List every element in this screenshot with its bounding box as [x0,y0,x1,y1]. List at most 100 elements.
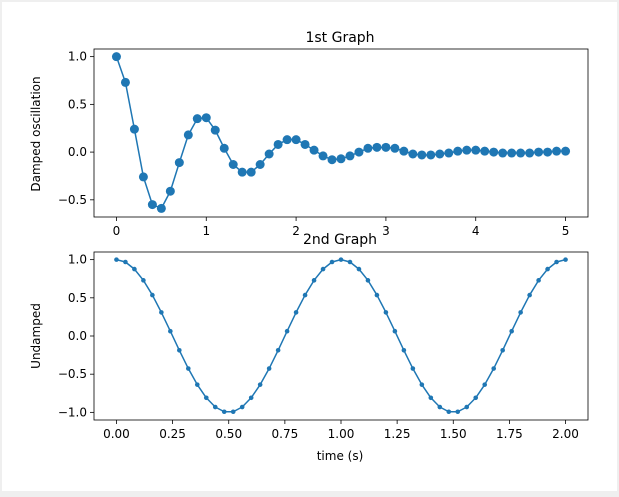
data-point [129,124,139,134]
data-point [257,382,263,387]
data-point [446,409,452,415]
data-point [390,143,400,153]
data-point [302,292,308,298]
x-tick-label: 0.00 [103,427,130,441]
x-tick-label: 1.25 [384,427,411,441]
data-point [408,149,418,159]
data-point [255,160,265,169]
y-tick-label: −0.5 [58,193,87,207]
data-point [275,347,281,353]
data-point [311,278,317,283]
data-point [419,382,425,387]
data-point [141,278,146,283]
data-point [527,292,532,298]
data-point [498,148,508,158]
data-point [462,145,472,155]
data-point [284,328,290,334]
data-point [365,278,371,283]
data-point [192,114,202,124]
data-point [230,409,236,415]
plot-area: 0.00 0.25 0.50 0.75 1.00 1.25 1.50 1.75 2.00 −1.0… [58,251,589,441]
x-tick-label: 4 [472,224,480,238]
data-point [138,172,148,182]
axes-frame [93,48,589,218]
y-tick-label: 0.0 [68,145,87,159]
data-point [489,147,499,157]
data-point [150,292,155,298]
x-tick-label: 0.50 [215,427,242,441]
data-point [554,259,559,265]
data-point [561,146,571,156]
data-point [399,146,409,156]
data-point [210,125,220,135]
data-point [473,395,479,401]
data-point [123,259,128,265]
data-point [453,146,463,156]
data-point [282,135,292,145]
data-point [246,167,256,177]
x-tick-label: 0.25 [159,427,186,441]
data-point [471,145,481,155]
data-point [327,155,337,165]
data-point [336,154,346,164]
data-point [318,151,328,161]
data-point [480,146,490,156]
data-point [338,257,344,262]
y-tick-label: −0.5 [58,367,87,381]
data-point [186,366,191,371]
x-tick-label: 5 [562,224,570,238]
data-point [516,148,526,158]
data-point [401,347,407,353]
data-point [111,52,121,62]
data-point [347,259,353,265]
data-point [426,150,436,160]
data-point [237,167,247,177]
data-point [156,203,166,213]
data-point [543,147,553,157]
data-point [455,409,461,415]
data-point [291,135,301,145]
data-point [509,328,514,334]
data-point [491,366,496,371]
data-point [383,310,389,315]
x-tick-label: 0.75 [272,427,299,441]
y-tick-label: 0.5 [68,97,87,111]
data-point [545,266,550,272]
y-axis-label: Damped oscillation [29,76,43,191]
data-point [194,382,200,387]
data-point [410,366,416,371]
data-point [356,266,362,272]
data-point [563,257,568,262]
data-point [228,160,238,169]
data-point [159,310,164,315]
data-point [248,395,254,401]
chart-title: 1st Graph [305,30,374,46]
data-point [147,200,157,210]
data-point [132,266,137,272]
y-tick-label: 1.0 [68,50,87,64]
data-point [120,77,130,87]
data-point [266,366,272,371]
data-point [293,310,299,315]
data-point [437,404,443,410]
x-tick-label: 2.00 [552,427,579,441]
data-point [273,139,283,149]
data-point [345,151,355,161]
data-point [203,395,209,401]
data-point [309,145,319,155]
data-point [219,143,229,153]
data-point [381,142,391,152]
data-point [363,143,373,153]
data-point [212,404,218,410]
data-point [374,292,380,298]
data-point [417,150,427,160]
data-point [320,266,326,272]
x-tick-label: 2 [292,224,300,238]
canvas-background [2,2,617,491]
data-point [354,147,364,157]
data-point [168,328,173,334]
chart-1: 1st Graph Damped oscillation 0 1 2 3 4 5−0.50… [29,30,589,238]
data-point [201,113,211,123]
data-point [239,404,245,410]
